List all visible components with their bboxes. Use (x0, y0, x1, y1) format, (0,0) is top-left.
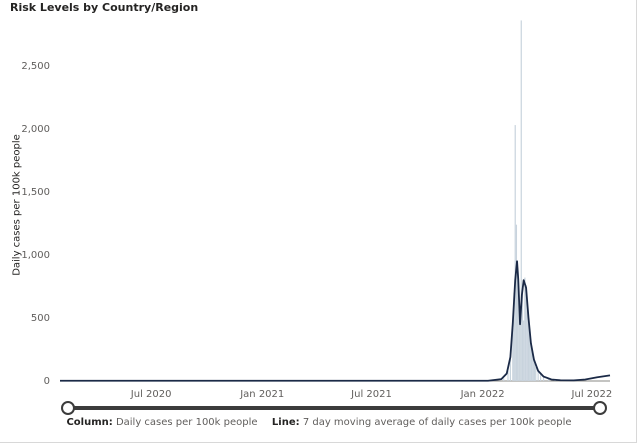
column-bar (503, 378, 505, 381)
legend-column-value: Daily cases per 100k people (115, 417, 258, 428)
column-bar (539, 373, 542, 381)
y-tick-label: 2,500 (21, 61, 50, 72)
x-tick-label: Jul 2021 (350, 389, 392, 400)
column-bar (529, 333, 531, 381)
column-bar (520, 20, 522, 381)
y-tick-label: 0 (44, 376, 50, 387)
column-bar (526, 310, 528, 381)
column-bar (537, 370, 539, 381)
column-bar (542, 375, 545, 381)
slider-end-handle[interactable] (593, 401, 607, 415)
column-bar (532, 358, 534, 381)
y-tick-label: 1,500 (21, 187, 50, 198)
column-bar (523, 320, 525, 381)
y-tick-label: 2,000 (21, 124, 50, 135)
legend-line-value: 7 day moving average of daily cases per … (302, 417, 572, 428)
chart-title: Risk Levels by Country/Region (10, 1, 199, 14)
column-bar (530, 343, 532, 381)
plot-area: 0 500 1,000 1,500 2,000 2,500 Jul 2020 Jan 2021… (21, 20, 613, 400)
x-tick-label: Jan 2022 (460, 389, 505, 400)
column-bar (531, 352, 533, 381)
x-tick-label: Jul 2020 (130, 389, 172, 400)
column-bar (512, 328, 514, 381)
column-bar (519, 317, 521, 381)
column-bar (533, 363, 536, 381)
legend-line-key: Line: (271, 417, 300, 428)
x-tick-label: Jul 2022 (571, 389, 613, 400)
column-bar (514, 125, 516, 381)
column-bar (515, 224, 518, 381)
column-bar (525, 285, 527, 381)
date-range-slider[interactable] (68, 406, 600, 410)
y-tick-label: 500 (31, 313, 50, 324)
column-bar (517, 267, 519, 381)
column-bar (513, 292, 515, 381)
column-bar (521, 292, 524, 381)
column-bar (535, 367, 537, 381)
legend-column-key: Column: (66, 417, 113, 428)
column-bar (509, 355, 511, 381)
column-bar (527, 317, 530, 381)
column-bar (524, 277, 526, 381)
y-tick-label: 1,000 (21, 250, 50, 261)
moving-average-line (60, 260, 611, 382)
slider-start-handle[interactable] (61, 401, 75, 415)
column-bar (518, 302, 520, 381)
legend: Column: Daily cases per 100k people Line… (0, 417, 638, 428)
column-bar (547, 378, 550, 381)
column-bar (507, 370, 509, 381)
x-tick-label: Jan 2021 (239, 389, 284, 400)
